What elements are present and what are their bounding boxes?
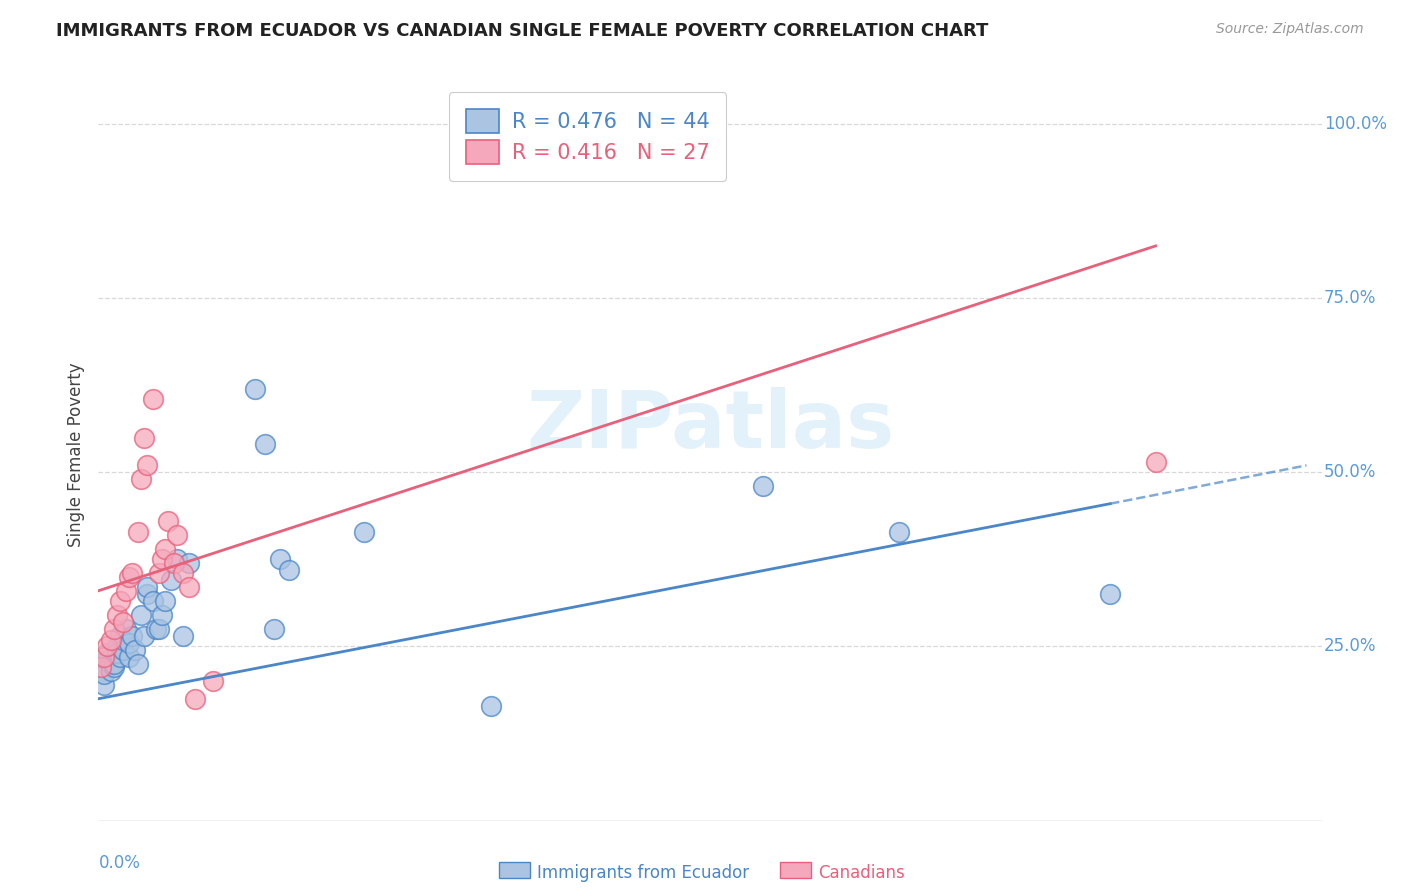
Point [96,640,118,654]
Point [253,437,276,451]
Point [142,392,165,407]
Point [103,660,125,674]
Point [100,657,122,671]
Point [1099,587,1122,601]
Point [887,524,910,539]
Point [114,583,136,598]
Text: 50.0%: 50.0% [1324,463,1376,482]
Point [1144,455,1167,469]
Point [160,574,183,588]
Point [163,556,186,570]
Point [108,649,131,664]
Text: 100.0%: 100.0% [1324,115,1388,133]
Point [148,622,170,636]
Point [150,552,173,566]
Point [114,622,136,636]
Point [166,552,188,566]
Point [148,566,170,581]
Point [127,524,149,539]
Point [111,632,134,647]
Point [90,664,112,678]
Text: Canadians: Canadians [818,864,905,882]
Point [184,691,207,706]
Point [105,647,128,661]
Point [177,580,200,594]
Text: ZIPatlas: ZIPatlas [526,386,894,465]
Point [132,430,155,444]
Text: 0.0%: 0.0% [98,854,141,871]
Point [479,698,502,713]
Point [124,643,146,657]
Point [263,622,285,636]
Point [103,657,125,671]
Point [172,629,194,643]
Point [93,649,115,664]
Point [145,622,167,636]
Point [100,664,122,678]
Point [111,643,134,657]
Point [177,556,200,570]
Point [135,580,157,594]
Point [90,660,112,674]
Text: 75.0%: 75.0% [1324,289,1376,307]
Point [105,640,128,654]
Point [100,632,122,647]
Point [117,649,139,664]
Text: 25.0%: 25.0% [1324,638,1376,656]
Point [269,552,291,566]
Text: Immigrants from Ecuador: Immigrants from Ecuador [537,864,749,882]
Point [353,524,375,539]
Point [117,570,139,584]
Point [172,566,194,581]
Point [93,667,115,681]
Legend: R = 0.476   N = 44, R = 0.416   N = 27: R = 0.476 N = 44, R = 0.416 N = 27 [450,92,725,181]
Point [127,657,149,671]
Point [103,622,125,636]
Point [245,382,267,396]
Point [153,594,176,608]
Point [93,678,115,692]
Text: IMMIGRANTS FROM ECUADOR VS CANADIAN SINGLE FEMALE POVERTY CORRELATION CHART: IMMIGRANTS FROM ECUADOR VS CANADIAN SING… [56,22,988,40]
Point [142,594,165,608]
Point [129,472,152,486]
Text: Source: ZipAtlas.com: Source: ZipAtlas.com [1216,22,1364,37]
Point [108,629,131,643]
Point [96,647,118,661]
Point [129,608,152,623]
Point [132,629,155,643]
Point [202,674,225,689]
Point [150,608,173,623]
Point [108,594,131,608]
Point [135,458,157,473]
Point [277,563,299,577]
Point [752,479,775,493]
Y-axis label: Single Female Poverty: Single Female Poverty [67,363,86,547]
Point [105,608,128,623]
Point [121,629,143,643]
Point [121,566,143,581]
Point [111,615,134,629]
Point [135,587,157,601]
Point [156,514,179,528]
Point [117,636,139,650]
Point [96,653,118,667]
Point [153,541,176,556]
Point [166,528,188,542]
